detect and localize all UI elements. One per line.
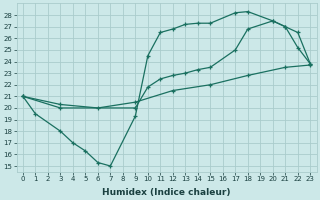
- X-axis label: Humidex (Indice chaleur): Humidex (Indice chaleur): [102, 188, 231, 197]
